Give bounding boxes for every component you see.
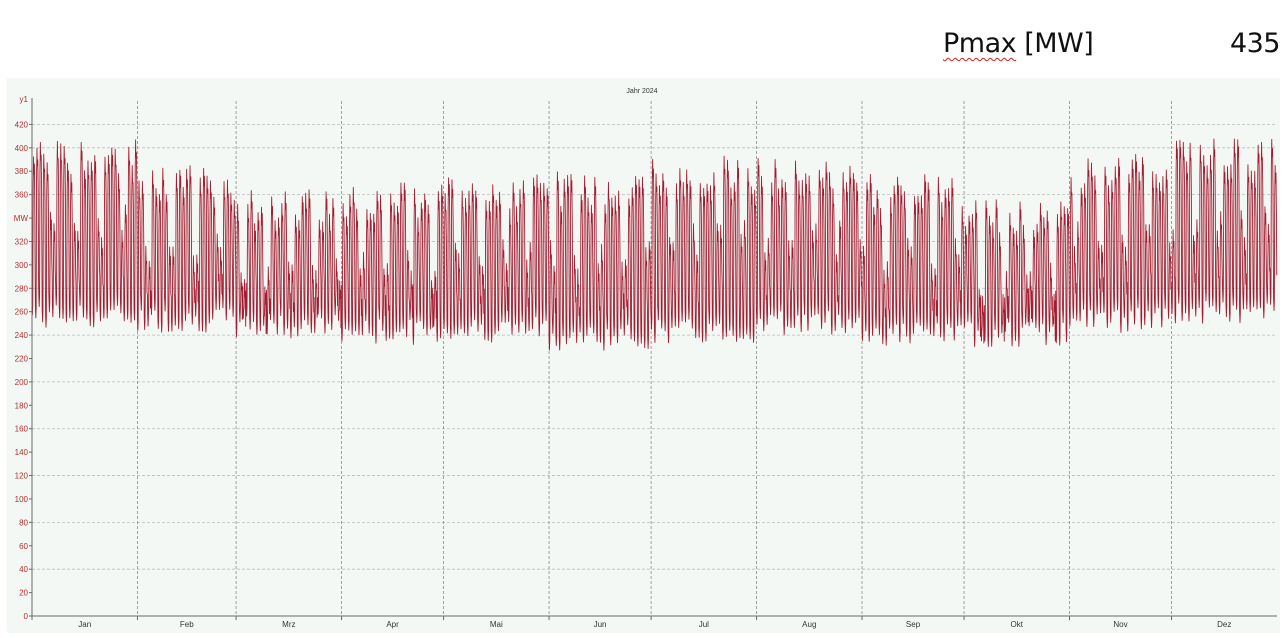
- y-tick-label-360: 360: [15, 191, 29, 200]
- load-chart: Jahr 2024 0 20 40 60 80 100 120 140 160 180 200 220…: [14, 88, 1278, 629]
- header-label-unit: [MW]: [1024, 28, 1094, 59]
- x-tick-label-Jan: Jan: [78, 620, 91, 629]
- y-tick-label-220: 220: [15, 355, 29, 364]
- y-tick-label-240: 240: [15, 331, 29, 340]
- x-tick-label-Jun: Jun: [594, 620, 607, 629]
- y-tick-label-180: 180: [15, 401, 29, 410]
- x-tick-label-Feb: Feb: [180, 620, 194, 629]
- x-tick-label-Apr: Apr: [386, 620, 399, 629]
- y-tick-label-320: 320: [15, 237, 29, 246]
- x-tick-label-Dez: Dez: [1217, 620, 1231, 629]
- y-axis-name: y1: [20, 95, 29, 104]
- y-tick-label-140: 140: [15, 448, 29, 457]
- y-tick-label-380: 380: [15, 167, 29, 176]
- y-tick-label-60: 60: [19, 542, 28, 551]
- chart-header-label: Pmax [MW]: [943, 28, 1094, 59]
- header-label-main: Pmax: [943, 28, 1017, 59]
- y-tick-label-20: 20: [19, 589, 28, 598]
- grid-layer: [32, 101, 1277, 616]
- y-tick-label-340: MW: [14, 214, 29, 223]
- x-tick-label-Nov: Nov: [1113, 620, 1127, 629]
- y-tick-label-420: 420: [15, 120, 29, 129]
- x-tick-label-Aug: Aug: [802, 620, 816, 629]
- x-tick-label-Jul: Jul: [699, 620, 709, 629]
- y-tick-label-0: 0: [24, 612, 29, 621]
- y-tick-label-40: 40: [19, 565, 28, 574]
- y-tick-label-400: 400: [15, 144, 29, 153]
- y-tick-label-160: 160: [15, 425, 29, 434]
- x-tick-label-Mrz: Mrz: [282, 620, 295, 629]
- y-tick-label-200: 200: [15, 378, 29, 387]
- y-tick-label-260: 260: [15, 308, 29, 317]
- chart-title: Jahr 2024: [626, 88, 657, 95]
- y-tick-label-80: 80: [19, 518, 28, 527]
- chart-panel: Jahr 2024 0 20 40 60 80 100 120 140 160 180 200 220…: [7, 78, 1280, 633]
- y-tick-label-120: 120: [15, 472, 29, 481]
- y-tick-label-100: 100: [15, 495, 29, 504]
- axis-layer: 0 20 40 60 80 100 120 140 160 180 200 220 240 260 280 3…: [14, 95, 1277, 629]
- series-line-load: [31, 138, 1278, 351]
- x-tick-label-Mai: Mai: [490, 620, 503, 629]
- pmax-value: 435: [1229, 28, 1281, 59]
- y-tick-label-280: 280: [15, 284, 29, 293]
- series-layer: [31, 138, 1278, 351]
- x-tick-label-Sep: Sep: [906, 620, 921, 629]
- y-tick-label-300: 300: [15, 261, 29, 270]
- x-tick-label-Okt: Okt: [1011, 620, 1024, 629]
